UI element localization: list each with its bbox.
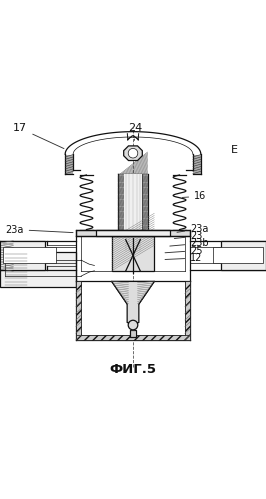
Text: 16: 16 [182,191,206,201]
Text: ФИГ.5: ФИГ.5 [110,363,156,376]
Text: 17: 17 [13,123,64,149]
Bar [112,236,154,271]
Bar [3,248,56,263]
Bar [96,230,170,236]
Bar [193,155,201,174]
Bar [0,252,76,287]
Bar [130,330,136,337]
Bar [0,241,45,270]
Text: 23a: 23a [5,225,73,235]
Circle shape [128,148,138,158]
Bar [185,281,190,340]
Text: 23: 23 [174,231,203,241]
Polygon shape [124,146,142,161]
Circle shape [128,320,138,330]
Bar [76,335,190,340]
Bar [124,174,142,251]
Bar [118,174,148,251]
Bar [213,248,263,263]
Polygon shape [112,281,154,323]
Text: 25: 25 [165,246,203,255]
Text: E: E [231,145,238,155]
Text: 24: 24 [128,123,142,140]
Bar [76,281,81,340]
Text: 12: 12 [165,253,203,263]
Bar [221,241,266,270]
Text: 23a: 23a [177,224,209,234]
Bar [76,230,190,236]
Bar [65,155,73,174]
Text: 23b: 23b [170,239,209,249]
